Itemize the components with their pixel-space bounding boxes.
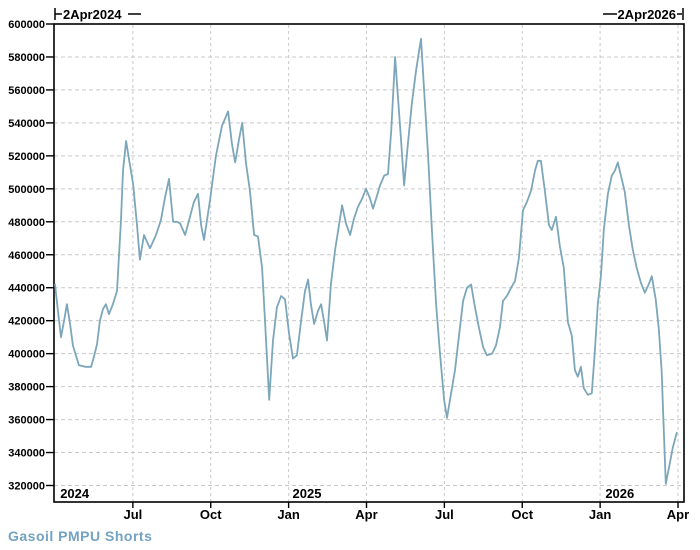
start-date-annotation: 2Apr2024 [54, 7, 141, 22]
y-tick-label: 460000 [8, 250, 45, 262]
tick-layer [46, 23, 679, 508]
year-label: 2025 [293, 486, 322, 501]
y-tick-label: 560000 [8, 85, 45, 97]
y-tick-label: 500000 [8, 184, 45, 196]
y-tick-label: 420000 [8, 316, 45, 328]
x-tick-label: Jan [277, 507, 299, 522]
y-tick-label: 600000 [8, 19, 45, 31]
grid-layer [54, 25, 684, 501]
y-tick-label: 400000 [8, 349, 45, 361]
axis-label-layer: 600000 580000 560000 540000 520000 500000 4800… [8, 19, 689, 522]
x-tick-label: Oct [200, 507, 222, 522]
year-label: 2024 [60, 486, 90, 501]
series-legend: Gasoil PMPU Shorts [8, 528, 153, 544]
y-tick-label: 440000 [8, 283, 45, 295]
y-tick-label: 540000 [8, 118, 45, 130]
x-tick-label: Jul [435, 507, 454, 522]
x-tick-label: Apr [667, 507, 689, 522]
x-tick-label: Jul [123, 507, 142, 522]
end-date-annotation: 2Apr2026 [603, 7, 684, 22]
start-date-label: 2Apr2024 [63, 7, 122, 22]
y-tick-label: 580000 [8, 52, 45, 64]
y-tick-label: 480000 [8, 217, 45, 229]
y-tick-label: 320000 [8, 481, 45, 493]
plot-border [53, 23, 685, 503]
start-date-marker-line [54, 8, 141, 20]
series-line [54, 37, 678, 485]
end-date-label: 2Apr2026 [617, 7, 676, 22]
y-tick-label: 520000 [8, 151, 45, 163]
y-tick-label: 340000 [8, 448, 45, 460]
x-tick-label: Jan [589, 507, 611, 522]
y-tick-label: 360000 [8, 415, 45, 427]
x-tick-label: Oct [511, 507, 533, 522]
end-date-marker-line [603, 8, 684, 20]
y-tick-label: 380000 [8, 382, 45, 394]
x-tick-label: Apr [355, 507, 377, 522]
year-label: 2026 [605, 486, 634, 501]
